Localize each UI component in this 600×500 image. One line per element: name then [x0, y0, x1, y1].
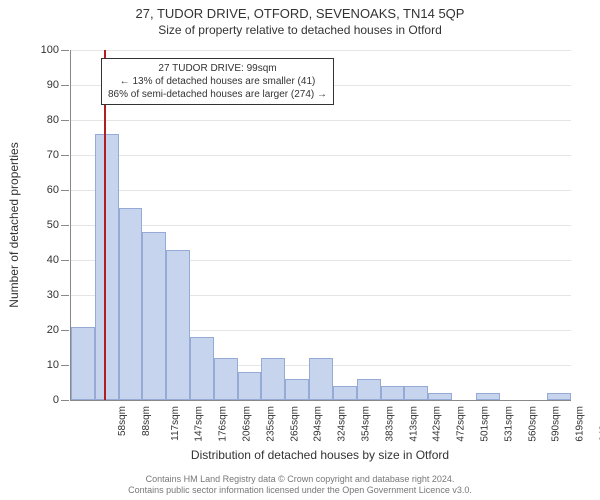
chart-container: 27, TUDOR DRIVE, OTFORD, SEVENOAKS, TN14…: [0, 0, 600, 500]
x-tick-label: 294sqm: [313, 406, 324, 442]
annotation-line: ← 13% of detached houses are smaller (41…: [108, 75, 327, 88]
x-tick-label: 88sqm: [141, 406, 152, 436]
histogram-bar: [166, 250, 190, 401]
histogram-bar: [214, 358, 238, 400]
histogram-bar: [261, 358, 285, 400]
histogram-bar: [285, 379, 309, 400]
y-tick-label: 70: [47, 149, 71, 161]
histogram-bar: [428, 393, 452, 400]
y-tick-label: 90: [47, 79, 71, 91]
x-tick-label: 619sqm: [575, 406, 586, 442]
histogram-bar: [119, 208, 143, 401]
y-tick-label: 50: [47, 219, 71, 231]
x-tick-label: 560sqm: [527, 406, 538, 442]
y-tick-label: 40: [47, 254, 71, 266]
x-tick-label: 235sqm: [265, 406, 276, 442]
x-tick-label: 58sqm: [117, 406, 128, 436]
x-tick-label: 117sqm: [169, 406, 180, 441]
grid-line: [71, 50, 571, 51]
x-tick-label: 383sqm: [384, 406, 395, 442]
grid-line: [71, 155, 571, 156]
y-tick-label: 10: [47, 359, 71, 371]
histogram-bar: [547, 393, 571, 400]
footer-text: Contains HM Land Registry data © Crown c…: [0, 474, 600, 497]
plot-area: 010203040506070809010058sqm88sqm117sqm14…: [70, 50, 571, 401]
x-tick-label: 147sqm: [194, 406, 205, 442]
grid-line: [71, 225, 571, 226]
x-tick-label: 590sqm: [551, 406, 562, 442]
x-tick-label: 472sqm: [456, 406, 467, 442]
title-block: 27, TUDOR DRIVE, OTFORD, SEVENOAKS, TN14…: [0, 0, 600, 37]
x-tick-label: 442sqm: [432, 406, 443, 442]
histogram-bar: [333, 386, 357, 400]
y-tick-label: 30: [47, 289, 71, 301]
footer-line-1: Contains HM Land Registry data © Crown c…: [0, 474, 600, 485]
annotation-line: 86% of semi-detached houses are larger (…: [108, 88, 327, 101]
histogram-bar: [238, 372, 262, 400]
histogram-bar: [142, 232, 166, 400]
histogram-bar: [381, 386, 405, 400]
x-tick-label: 265sqm: [289, 406, 300, 442]
histogram-bar: [357, 379, 381, 400]
x-tick-label: 531sqm: [503, 406, 514, 442]
chart-subtitle: Size of property relative to detached ho…: [0, 23, 600, 37]
y-tick-label: 80: [47, 114, 71, 126]
histogram-bar: [476, 393, 500, 400]
histogram-bar: [71, 327, 95, 401]
y-tick-label: 20: [47, 324, 71, 336]
x-tick-label: 354sqm: [361, 406, 372, 442]
grid-line: [71, 120, 571, 121]
y-tick-label: 60: [47, 184, 71, 196]
x-tick-label: 501sqm: [480, 406, 491, 442]
grid-line: [71, 190, 571, 191]
annotation-line: 27 TUDOR DRIVE: 99sqm: [108, 62, 327, 75]
histogram-bar: [190, 337, 214, 400]
x-tick-label: 324sqm: [337, 406, 348, 442]
x-tick-label: 413sqm: [408, 406, 419, 442]
chart-title: 27, TUDOR DRIVE, OTFORD, SEVENOAKS, TN14…: [0, 6, 600, 21]
annotation-box: 27 TUDOR DRIVE: 99sqm← 13% of detached h…: [101, 58, 334, 105]
footer-line-2: Contains public sector information licen…: [0, 485, 600, 496]
y-axis-label: Number of detached properties: [7, 142, 21, 307]
x-tick-label: 206sqm: [242, 406, 253, 442]
histogram-bar: [404, 386, 428, 400]
y-tick-label: 0: [53, 394, 71, 406]
histogram-bar: [309, 358, 333, 400]
y-tick-label: 100: [41, 44, 71, 56]
histogram-bar: [95, 134, 119, 400]
x-axis-label: Distribution of detached houses by size …: [70, 448, 570, 462]
x-tick-label: 176sqm: [218, 406, 229, 442]
